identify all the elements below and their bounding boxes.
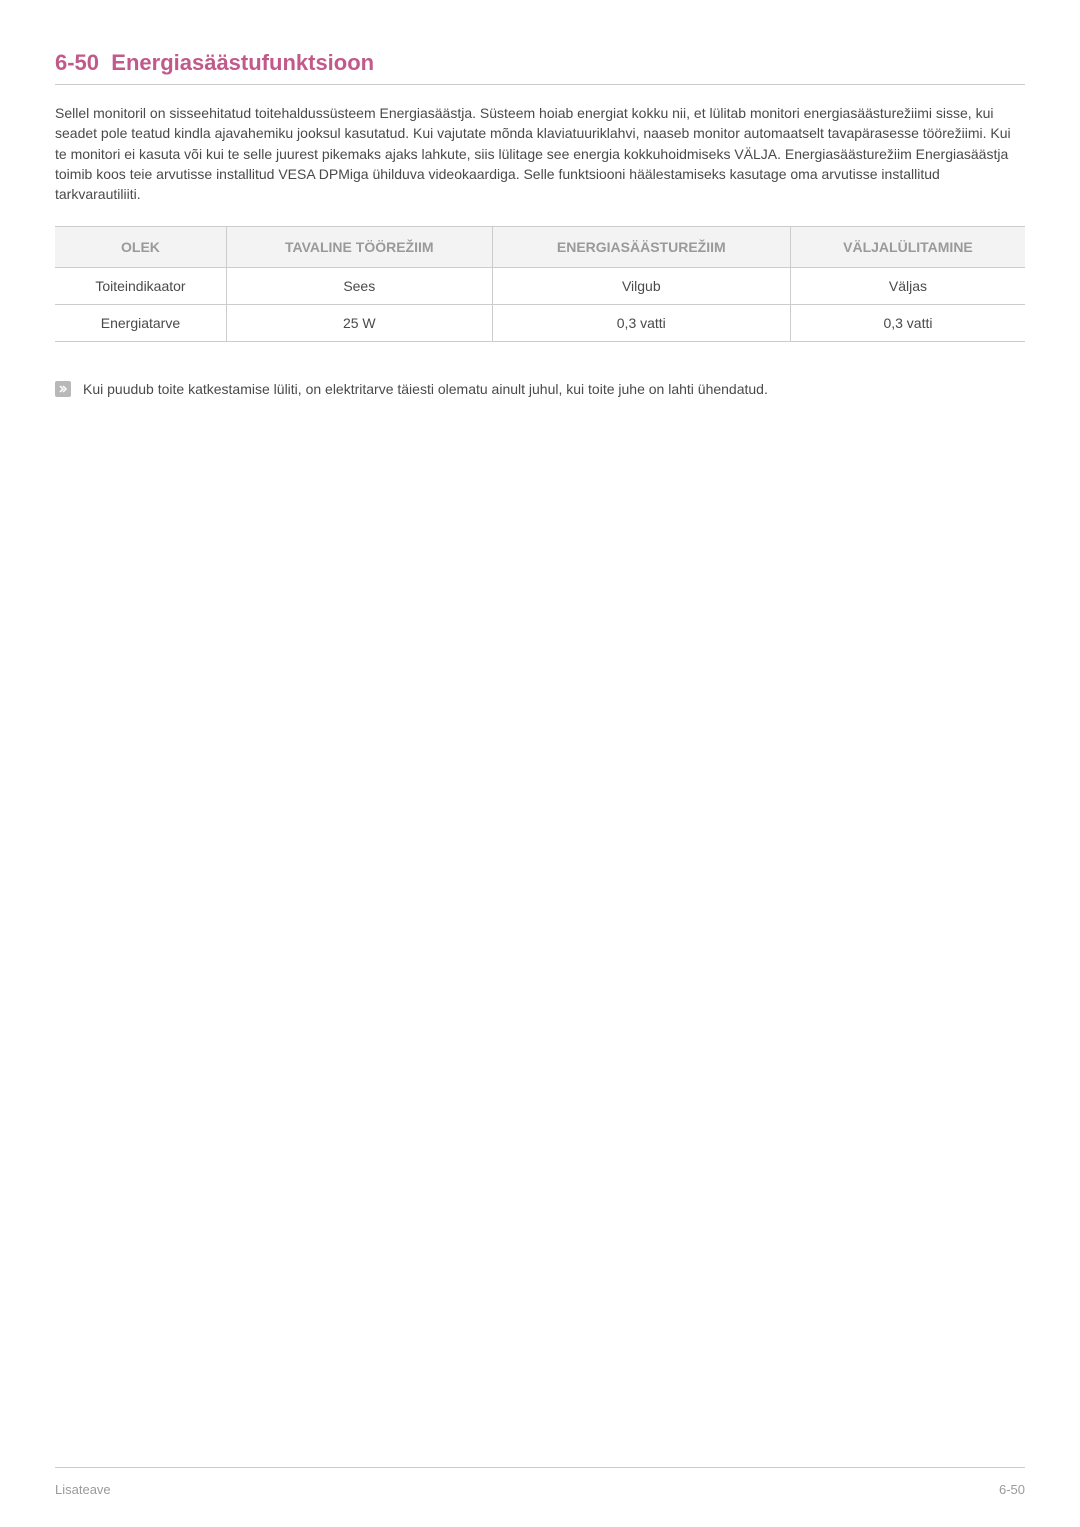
table-header: TAVALINE TÖÖREŽIIM xyxy=(226,227,492,268)
power-table: OLEK TAVALINE TÖÖREŽIIM ENERGIASÄÄSTUREŽ… xyxy=(55,226,1025,342)
table-header: OLEK xyxy=(55,227,226,268)
heading-title: Energiasäästufunktsioon xyxy=(111,50,374,75)
table-cell: 25 W xyxy=(226,305,492,342)
table-header: ENERGIASÄÄSTUREŽIIM xyxy=(492,227,790,268)
heading-number: 6-50 xyxy=(55,50,99,75)
section-heading: 6-50 Energiasäästufunktsioon xyxy=(55,50,1025,85)
table-header-row: OLEK TAVALINE TÖÖREŽIIM ENERGIASÄÄSTUREŽ… xyxy=(55,227,1025,268)
table-row: Energiatarve 25 W 0,3 vatti 0,3 vatti xyxy=(55,305,1025,342)
footer-left: Lisateave xyxy=(55,1482,111,1497)
page-footer: Lisateave 6-50 xyxy=(55,1467,1025,1527)
table-cell: 0,3 vatti xyxy=(492,305,790,342)
content-area: 6-50 Energiasäästufunktsioon Sellel moni… xyxy=(55,50,1025,1467)
footer-right: 6-50 xyxy=(999,1482,1025,1497)
table-cell: Energiatarve xyxy=(55,305,226,342)
table-cell: Vilgub xyxy=(492,268,790,305)
table-cell: Väljas xyxy=(790,268,1025,305)
page-container: 6-50 Energiasäästufunktsioon Sellel moni… xyxy=(0,0,1080,1527)
table-header: VÄLJALÜLITAMINE xyxy=(790,227,1025,268)
note-row: Kui puudub toite katkestamise lüliti, on… xyxy=(55,380,1025,400)
table-cell: Sees xyxy=(226,268,492,305)
note-icon xyxy=(55,381,71,397)
note-text: Kui puudub toite katkestamise lüliti, on… xyxy=(83,380,768,400)
table-row: Toiteindikaator Sees Vilgub Väljas xyxy=(55,268,1025,305)
table-cell: Toiteindikaator xyxy=(55,268,226,305)
table-cell: 0,3 vatti xyxy=(790,305,1025,342)
intro-paragraph: Sellel monitoril on sisseehitatud toiteh… xyxy=(55,103,1025,204)
